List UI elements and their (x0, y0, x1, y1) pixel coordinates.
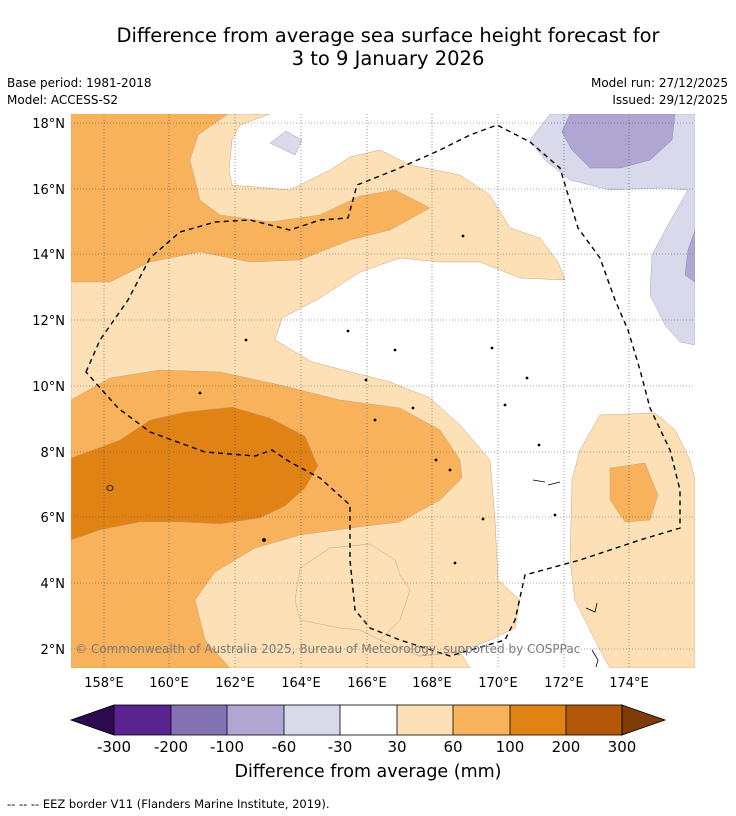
colorbar-above-arrow (621, 704, 667, 736)
copyright-text: © Commonwealth of Australia 2025, Bureau… (75, 642, 580, 656)
cb-tick-neg300: -300 (97, 738, 131, 756)
colorbar-bin-7 (453, 705, 510, 735)
lon-label-166e: 166°E (347, 676, 387, 691)
colorbar-below-arrow (69, 704, 115, 736)
lat-label-18n: 18°N (32, 117, 65, 132)
lat-label-4n: 4°N (41, 577, 66, 592)
contour-100-200-core (71, 406, 319, 541)
lat-label-10n: 10°N (32, 380, 65, 395)
longitude-labels: 158°E 160°E 162°E 164°E 166°E 168°E 170°… (84, 676, 649, 691)
chart-title-line1: Difference from average sea surface heig… (116, 24, 660, 47)
contour-neg-60-100-ne (561, 114, 676, 169)
cb-tick-neg100: -100 (210, 738, 244, 756)
lat-label-6n: 6°N (41, 511, 66, 526)
contour-fields: © Commonwealth of Australia 2025, Bureau… (71, 114, 695, 668)
colorbar-bin-2 (171, 705, 227, 735)
cb-tick-100: 100 (496, 738, 525, 756)
lat-label-14n: 14°N (32, 248, 65, 263)
colorbar-bin-6 (397, 705, 453, 735)
colorbar-dividers (170, 705, 567, 735)
cb-tick-60: 60 (443, 738, 462, 756)
colorbar-bin-5 (340, 705, 397, 735)
colorbar-tick-labels: -300 -200 -100 -60 -30 30 60 100 200 300 (97, 738, 636, 756)
base-period-text: Base period: 1981-2018 (7, 76, 152, 90)
latitude-labels: 18°N 16°N 14°N 12°N 10°N 8°N 6°N 4°N 2°N (32, 117, 65, 658)
island-marks (106, 234, 599, 668)
contour-30-60-east (569, 412, 695, 668)
eez-border (85, 124, 681, 657)
issued-text: Issued: 29/12/2025 (612, 93, 728, 107)
cb-tick-200: 200 (552, 738, 581, 756)
lat-label-12n: 12°N (32, 314, 65, 329)
colorbar-bin-4 (284, 705, 340, 735)
lon-label-164e: 164°E (281, 676, 321, 691)
model-run-text: Model run: 27/12/2025 (590, 76, 728, 90)
contour-neg-30-60-blob (269, 130, 303, 156)
colorbar-bin-1 (114, 705, 171, 735)
grid-lines (71, 114, 695, 668)
eez-footnote: -- -- -- EEZ border V11 (Flanders Marine… (7, 797, 330, 811)
lon-label-160e: 160°E (149, 676, 189, 691)
lat-label-16n: 16°N (32, 183, 65, 198)
cb-tick-neg60: -60 (272, 738, 297, 756)
lat-label-8n: 8°N (41, 446, 66, 461)
cb-tick-300: 300 (608, 738, 637, 756)
colorbar: -300 -200 -100 -60 -30 30 60 100 200 300 (69, 704, 667, 756)
lon-label-162e: 162°E (215, 676, 255, 691)
colorbar-bin-9 (566, 705, 622, 735)
lon-label-170e: 170°E (478, 676, 518, 691)
cb-tick-30: 30 (387, 738, 406, 756)
colorbar-outline (113, 704, 623, 736)
lon-label-158e: 158°E (84, 676, 124, 691)
lat-label-2n: 2°N (41, 643, 66, 658)
model-text: Model: ACCESS-S2 (7, 93, 119, 107)
contour-neg-30-60-ne (529, 114, 695, 346)
contour-60-100-east (609, 462, 659, 523)
cb-tick-neg30: -30 (328, 738, 353, 756)
colorbar-title: Difference from average (mm) (234, 762, 502, 782)
contour-60-100-main (71, 114, 431, 283)
chart-title-line2: 3 to 9 January 2026 (291, 47, 485, 70)
contour-neg-60-100-edge (684, 229, 695, 283)
colorbar-bin-3 (227, 705, 284, 735)
lon-label-168e: 168°E (412, 676, 452, 691)
cb-tick-neg200: -200 (154, 738, 188, 756)
lon-label-174e: 174°E (609, 676, 649, 691)
colorbar-bin-8 (510, 705, 566, 735)
lon-label-172e: 172°E (544, 676, 584, 691)
